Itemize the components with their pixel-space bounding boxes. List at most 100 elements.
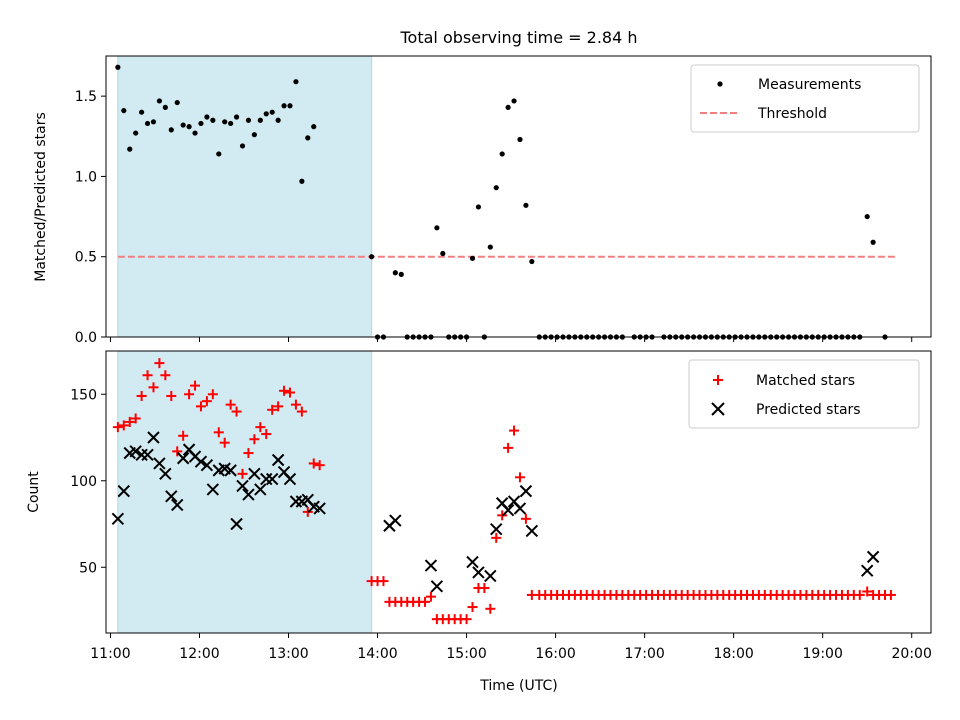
- matched-star-point: [124, 416, 135, 427]
- measurement-point: [121, 107, 127, 114]
- measurement-point: [487, 244, 493, 250]
- measurement-point: [392, 270, 398, 276]
- matched-star-point: [862, 586, 873, 597]
- count-panel: 50 100 150 11:00 12:00 13:00 14:00 15:00 16:00 1…: [26, 350, 932, 694]
- measurement-point: [216, 151, 222, 157]
- matched-star-point: [184, 389, 195, 400]
- measurement-point: [210, 117, 216, 123]
- top-plot-frame: [105, 55, 932, 338]
- measurement-point: [305, 135, 311, 141]
- predicted-star-point: [866, 550, 880, 564]
- measurement-point: [281, 103, 287, 109]
- predicted-star-point: [147, 431, 160, 444]
- predicted-star-point: [466, 555, 479, 569]
- predicted-star-point: [165, 490, 178, 503]
- measurement-point: [864, 213, 870, 220]
- measurement-point: [311, 124, 317, 130]
- measurement-point: [174, 99, 180, 106]
- x-tick-label: 15:00: [446, 646, 486, 662]
- measurement-point: [517, 136, 523, 143]
- measurement-point: [299, 178, 305, 184]
- measurement-point: [269, 109, 275, 115]
- measurement-point: [257, 117, 263, 123]
- top-y-tick-label: 0.5: [75, 250, 97, 266]
- matched-star-point: [854, 589, 865, 600]
- predicted-star-point: [484, 569, 497, 583]
- top-y-axis-label: Matched/Predicted stars: [33, 112, 49, 282]
- matched-star-point: [231, 406, 242, 417]
- predicted-star-point: [389, 514, 402, 527]
- x-tick-label: 18:00: [713, 646, 753, 662]
- measurement-point: [168, 127, 174, 133]
- measurement-point: [239, 143, 246, 149]
- bottom-legend: Matched stars Predicted stars: [688, 359, 920, 429]
- matched-star-point: [420, 596, 431, 607]
- matched-star-point: [148, 382, 159, 393]
- matched-star-point: [514, 472, 525, 483]
- measurement-point: [369, 254, 375, 260]
- predicted-star-point: [242, 488, 255, 501]
- matched-star-point: [497, 510, 508, 521]
- matched-star-point: [520, 513, 531, 524]
- measurement-point: [493, 185, 499, 191]
- x-tick-label: 13:00: [268, 646, 308, 662]
- matched-star-point: [172, 446, 183, 457]
- measurement-point: [150, 119, 157, 125]
- predicted-star-point: [501, 503, 515, 517]
- predicted-star-point: [159, 467, 172, 481]
- matched-star-point: [509, 425, 520, 436]
- matched-star-point: [314, 460, 325, 471]
- matched-star-point: [491, 532, 502, 543]
- predicted-star-point: [171, 498, 184, 512]
- matched-star-point: [201, 396, 212, 407]
- measurement-point: [222, 119, 228, 125]
- matched-star-point: [130, 413, 141, 424]
- legend-marker-predicted-stars: [711, 402, 725, 416]
- legend-label-matched-stars: Matched stars: [756, 373, 855, 389]
- x-axis-label: Time (UTC): [479, 678, 557, 694]
- matched-star-point: [136, 390, 147, 401]
- predicted-star-point: [490, 522, 503, 536]
- legend-marker-matched-stars: [713, 375, 723, 385]
- measurement-point: [228, 120, 234, 127]
- measurement-point: [144, 120, 151, 127]
- matched-star-point: [166, 390, 177, 401]
- predicted-star-point: [129, 445, 142, 458]
- matched-star-point: [296, 406, 307, 417]
- matched-star-point: [255, 422, 266, 433]
- x-tick-label: 20:00: [892, 646, 932, 662]
- matched-star-point: [243, 448, 254, 459]
- matched-star-point: [479, 583, 490, 594]
- predicted-star-point: [271, 453, 285, 467]
- matched-star-point: [461, 614, 472, 625]
- matched-star-point: [213, 427, 224, 438]
- measurement-point: [505, 104, 511, 110]
- x-tick-label: 19:00: [803, 646, 843, 662]
- matched-star-point: [467, 602, 478, 613]
- matched-star-point: [190, 380, 201, 391]
- observing-window-shade: [117, 55, 373, 338]
- predicted-star-point: [254, 483, 267, 496]
- predicted-star-point: [424, 559, 438, 572]
- matched-star-point: [142, 370, 153, 381]
- measurement-point: [156, 98, 163, 104]
- predicted-star-point: [111, 512, 125, 526]
- matched-star-point: [118, 420, 129, 431]
- matched-star-point: [279, 385, 290, 396]
- x-tick-label: 12:00: [179, 646, 219, 662]
- matched-star-point: [160, 370, 171, 381]
- measurement-point: [398, 271, 404, 277]
- x-tick-label: 14:00: [357, 646, 397, 662]
- chart-title: Total observing time = 2.84 h: [399, 28, 637, 47]
- matched-star-point: [290, 399, 301, 410]
- legend-label-threshold: Threshold: [757, 106, 827, 122]
- legend-label-predicted-stars: Predicted stars: [756, 402, 861, 418]
- predicted-star-point: [194, 455, 208, 468]
- measurement-point: [523, 202, 529, 208]
- ratio-panel: 0.0 0.5 1.0 1.5 Matched/Predicted stars Mea…: [33, 55, 932, 346]
- x-tick-label: 17:00: [624, 646, 664, 662]
- predicted-star-point: [117, 484, 131, 498]
- legend-label-measurements: Measurements: [758, 77, 861, 93]
- predicted-star-point: [248, 467, 261, 481]
- bottom-y-tick-label: 50: [79, 560, 97, 576]
